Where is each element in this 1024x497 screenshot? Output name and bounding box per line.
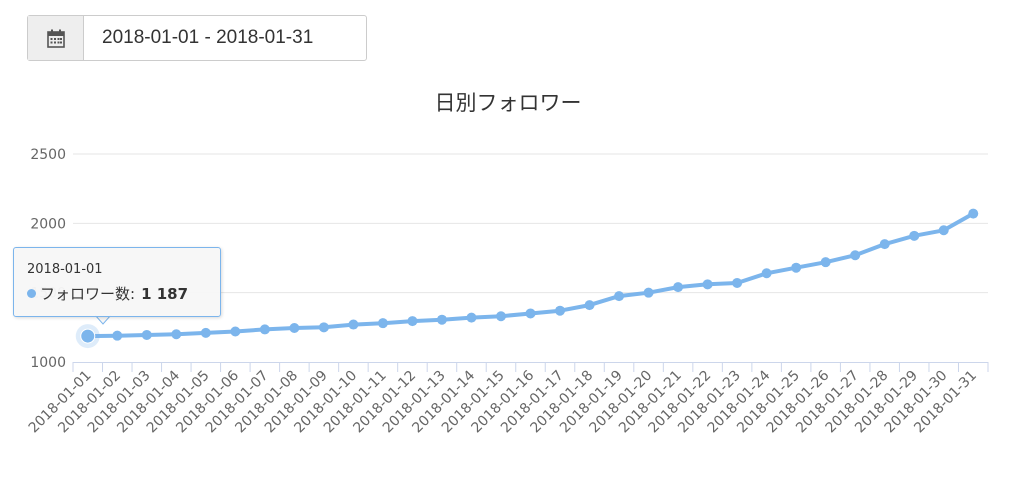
tooltip-date: 2018-01-01	[27, 262, 103, 277]
data-point[interactable]	[436, 314, 447, 325]
data-point[interactable]	[200, 327, 211, 338]
data-point[interactable]	[909, 230, 920, 241]
tooltip-series-dot	[27, 289, 36, 298]
y-tick-label: 2000	[30, 216, 66, 232]
date-range-value[interactable]: 2018-01-01 - 2018-01-31	[102, 27, 314, 48]
x-axis: 2018-01-012018-01-022018-01-032018-01-04…	[26, 362, 989, 436]
data-point[interactable]	[377, 318, 388, 329]
y-tick-label: 2500	[30, 147, 66, 163]
data-point[interactable]	[702, 279, 713, 290]
series-followers	[75, 208, 979, 349]
data-point[interactable]	[289, 323, 300, 334]
data-point[interactable]	[673, 282, 684, 293]
data-point[interactable]	[230, 326, 241, 337]
chart-title: 日別フォロワー	[435, 91, 582, 115]
data-point[interactable]	[348, 319, 359, 330]
tooltip-series-label: フォロワー数:	[40, 285, 136, 303]
data-point[interactable]	[80, 328, 96, 344]
data-point[interactable]	[495, 311, 506, 322]
data-point[interactable]	[525, 308, 536, 319]
grid-lines	[73, 153, 988, 294]
tooltip-row: フォロワー数: 1 187	[27, 283, 188, 304]
tooltip-pointer	[95, 315, 111, 325]
date-range-picker[interactable]: 2018-01-01 - 2018-01-31	[27, 15, 367, 61]
data-point[interactable]	[614, 291, 625, 302]
data-point[interactable]	[555, 305, 566, 316]
tooltip-value: 1 187	[141, 284, 189, 303]
data-point[interactable]	[968, 208, 979, 219]
data-point[interactable]	[850, 250, 861, 261]
data-point[interactable]	[112, 330, 123, 341]
tooltip: 2018-01-01 フォロワー数: 1 187	[13, 247, 221, 317]
data-point[interactable]	[791, 262, 802, 273]
y-tick-label: 1000	[30, 355, 66, 371]
data-point[interactable]	[820, 257, 831, 268]
data-point[interactable]	[466, 312, 477, 323]
data-point[interactable]	[407, 316, 418, 327]
data-point[interactable]	[938, 225, 949, 236]
calendar-icon[interactable]	[28, 16, 84, 60]
data-point[interactable]	[318, 322, 329, 333]
data-point[interactable]	[761, 268, 772, 279]
data-point[interactable]	[879, 239, 890, 250]
data-point[interactable]	[141, 329, 152, 340]
data-point[interactable]	[584, 300, 595, 311]
data-point[interactable]	[259, 324, 270, 335]
data-point[interactable]	[732, 277, 743, 288]
data-point[interactable]	[171, 329, 182, 340]
data-point[interactable]	[643, 287, 654, 298]
